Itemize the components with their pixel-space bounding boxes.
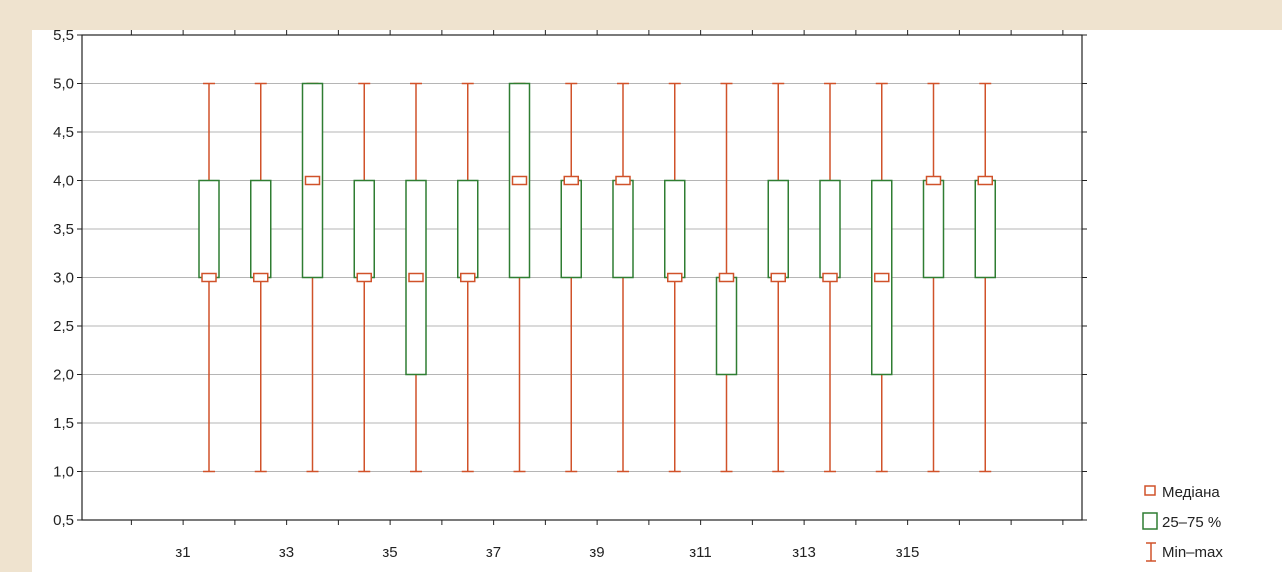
iqr-box [612, 179, 634, 279]
median-marker [356, 272, 372, 283]
x-tick-label: з5 [382, 544, 397, 561]
iqr-box [664, 179, 686, 279]
x-tick-label: з11 [689, 544, 711, 561]
iqr-box [250, 179, 272, 279]
x-tick-label: з1 [175, 544, 190, 561]
median-marker [977, 175, 993, 186]
legend-whisker-marker [1146, 542, 1156, 562]
iqr-box [715, 276, 738, 376]
legend-whisker-label: Min–max [1162, 544, 1223, 561]
chart-panel: 0,5 1,0 1,5 2,0 2,5 3,0 3,5 4,0 4,5 5,0 5,5 з1 з3 з5… [32, 30, 1282, 572]
y-tick-label: 1,0 [53, 464, 74, 481]
x-tick-label: з9 [589, 544, 604, 561]
y-tick-label: 0,5 [53, 512, 74, 529]
y-tick-label: 2,5 [53, 318, 74, 335]
median-marker [667, 272, 683, 283]
iqr-box [457, 179, 479, 279]
iqr-box [560, 179, 582, 279]
legend-median-marker [1144, 485, 1156, 496]
legend-box-label: 25–75 % [1162, 514, 1221, 531]
x-axis: з1 з3 з5 з7 з9 з11 з13 з15 [130, 30, 1064, 561]
y-tick-label: 4,0 [53, 173, 74, 190]
median-marker [718, 272, 735, 283]
y-axis: 0,5 1,0 1,5 2,0 2,5 3,0 3,5 4,0 4,5 5,0 5,5 [53, 30, 1087, 529]
x-tick-label: з7 [486, 544, 501, 561]
iqr-box [767, 179, 789, 279]
y-tick-label: 3,0 [53, 270, 74, 287]
median-marker [460, 272, 476, 283]
y-tick-label: 5,0 [53, 76, 74, 93]
iqr-box [974, 179, 996, 279]
x-tick-label: з15 [896, 544, 920, 561]
y-tick-label: 3,5 [53, 221, 74, 238]
iqr-box [353, 179, 375, 279]
iqr-box [922, 179, 945, 279]
iqr-box [819, 179, 841, 279]
median-marker [563, 175, 579, 186]
y-tick-label: 2,0 [53, 367, 74, 384]
legend: Медіана 25–75 % Min–max [1142, 484, 1223, 562]
legend-box-marker [1142, 512, 1158, 530]
medians [201, 175, 993, 283]
x-tick-label: з3 [279, 544, 294, 561]
median-marker [511, 175, 528, 186]
median-marker [822, 272, 838, 283]
median-marker [615, 175, 631, 186]
median-marker [770, 272, 786, 283]
y-tick-label: 1,5 [53, 415, 74, 432]
median-marker [201, 272, 217, 283]
x-tick-label: з13 [792, 544, 816, 561]
box-plot-chart: 0,5 1,0 1,5 2,0 2,5 3,0 3,5 4,0 4,5 5,0 5,5 з1 з3 з5… [53, 30, 1223, 562]
iqr-box [198, 179, 220, 279]
median-marker [253, 272, 269, 283]
legend-median-label: Медіана [1162, 484, 1220, 501]
y-tick-label: 5,5 [53, 30, 74, 44]
y-tick-label: 4,5 [53, 124, 74, 141]
median-marker [925, 175, 942, 186]
median-marker [408, 272, 424, 283]
median-marker [874, 272, 890, 283]
median-marker [304, 175, 321, 186]
